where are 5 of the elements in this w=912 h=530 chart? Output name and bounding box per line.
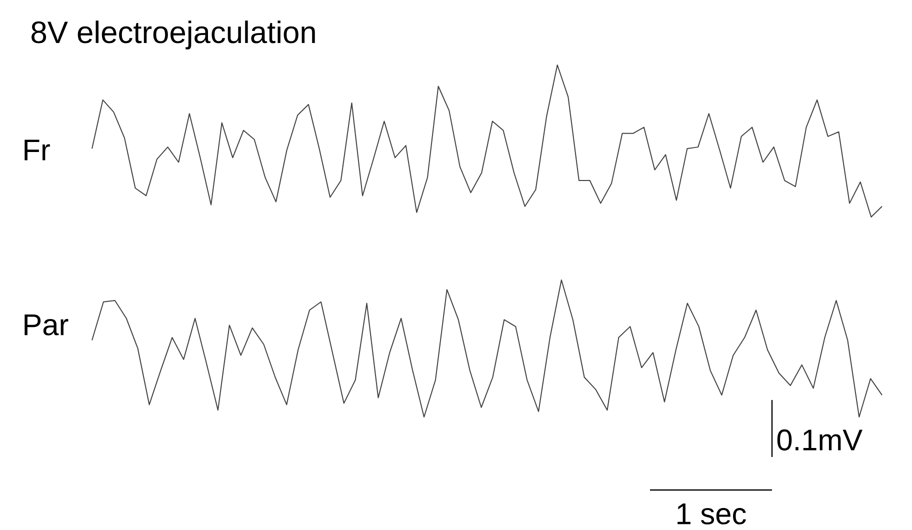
text: 1 sec [678,504,746,524]
series-label: Fr [24,140,50,160]
text: 0.1mV [777,429,862,451]
series-label: Par [24,314,68,336]
chart-title: 8V electroejaculation [32,20,315,50]
